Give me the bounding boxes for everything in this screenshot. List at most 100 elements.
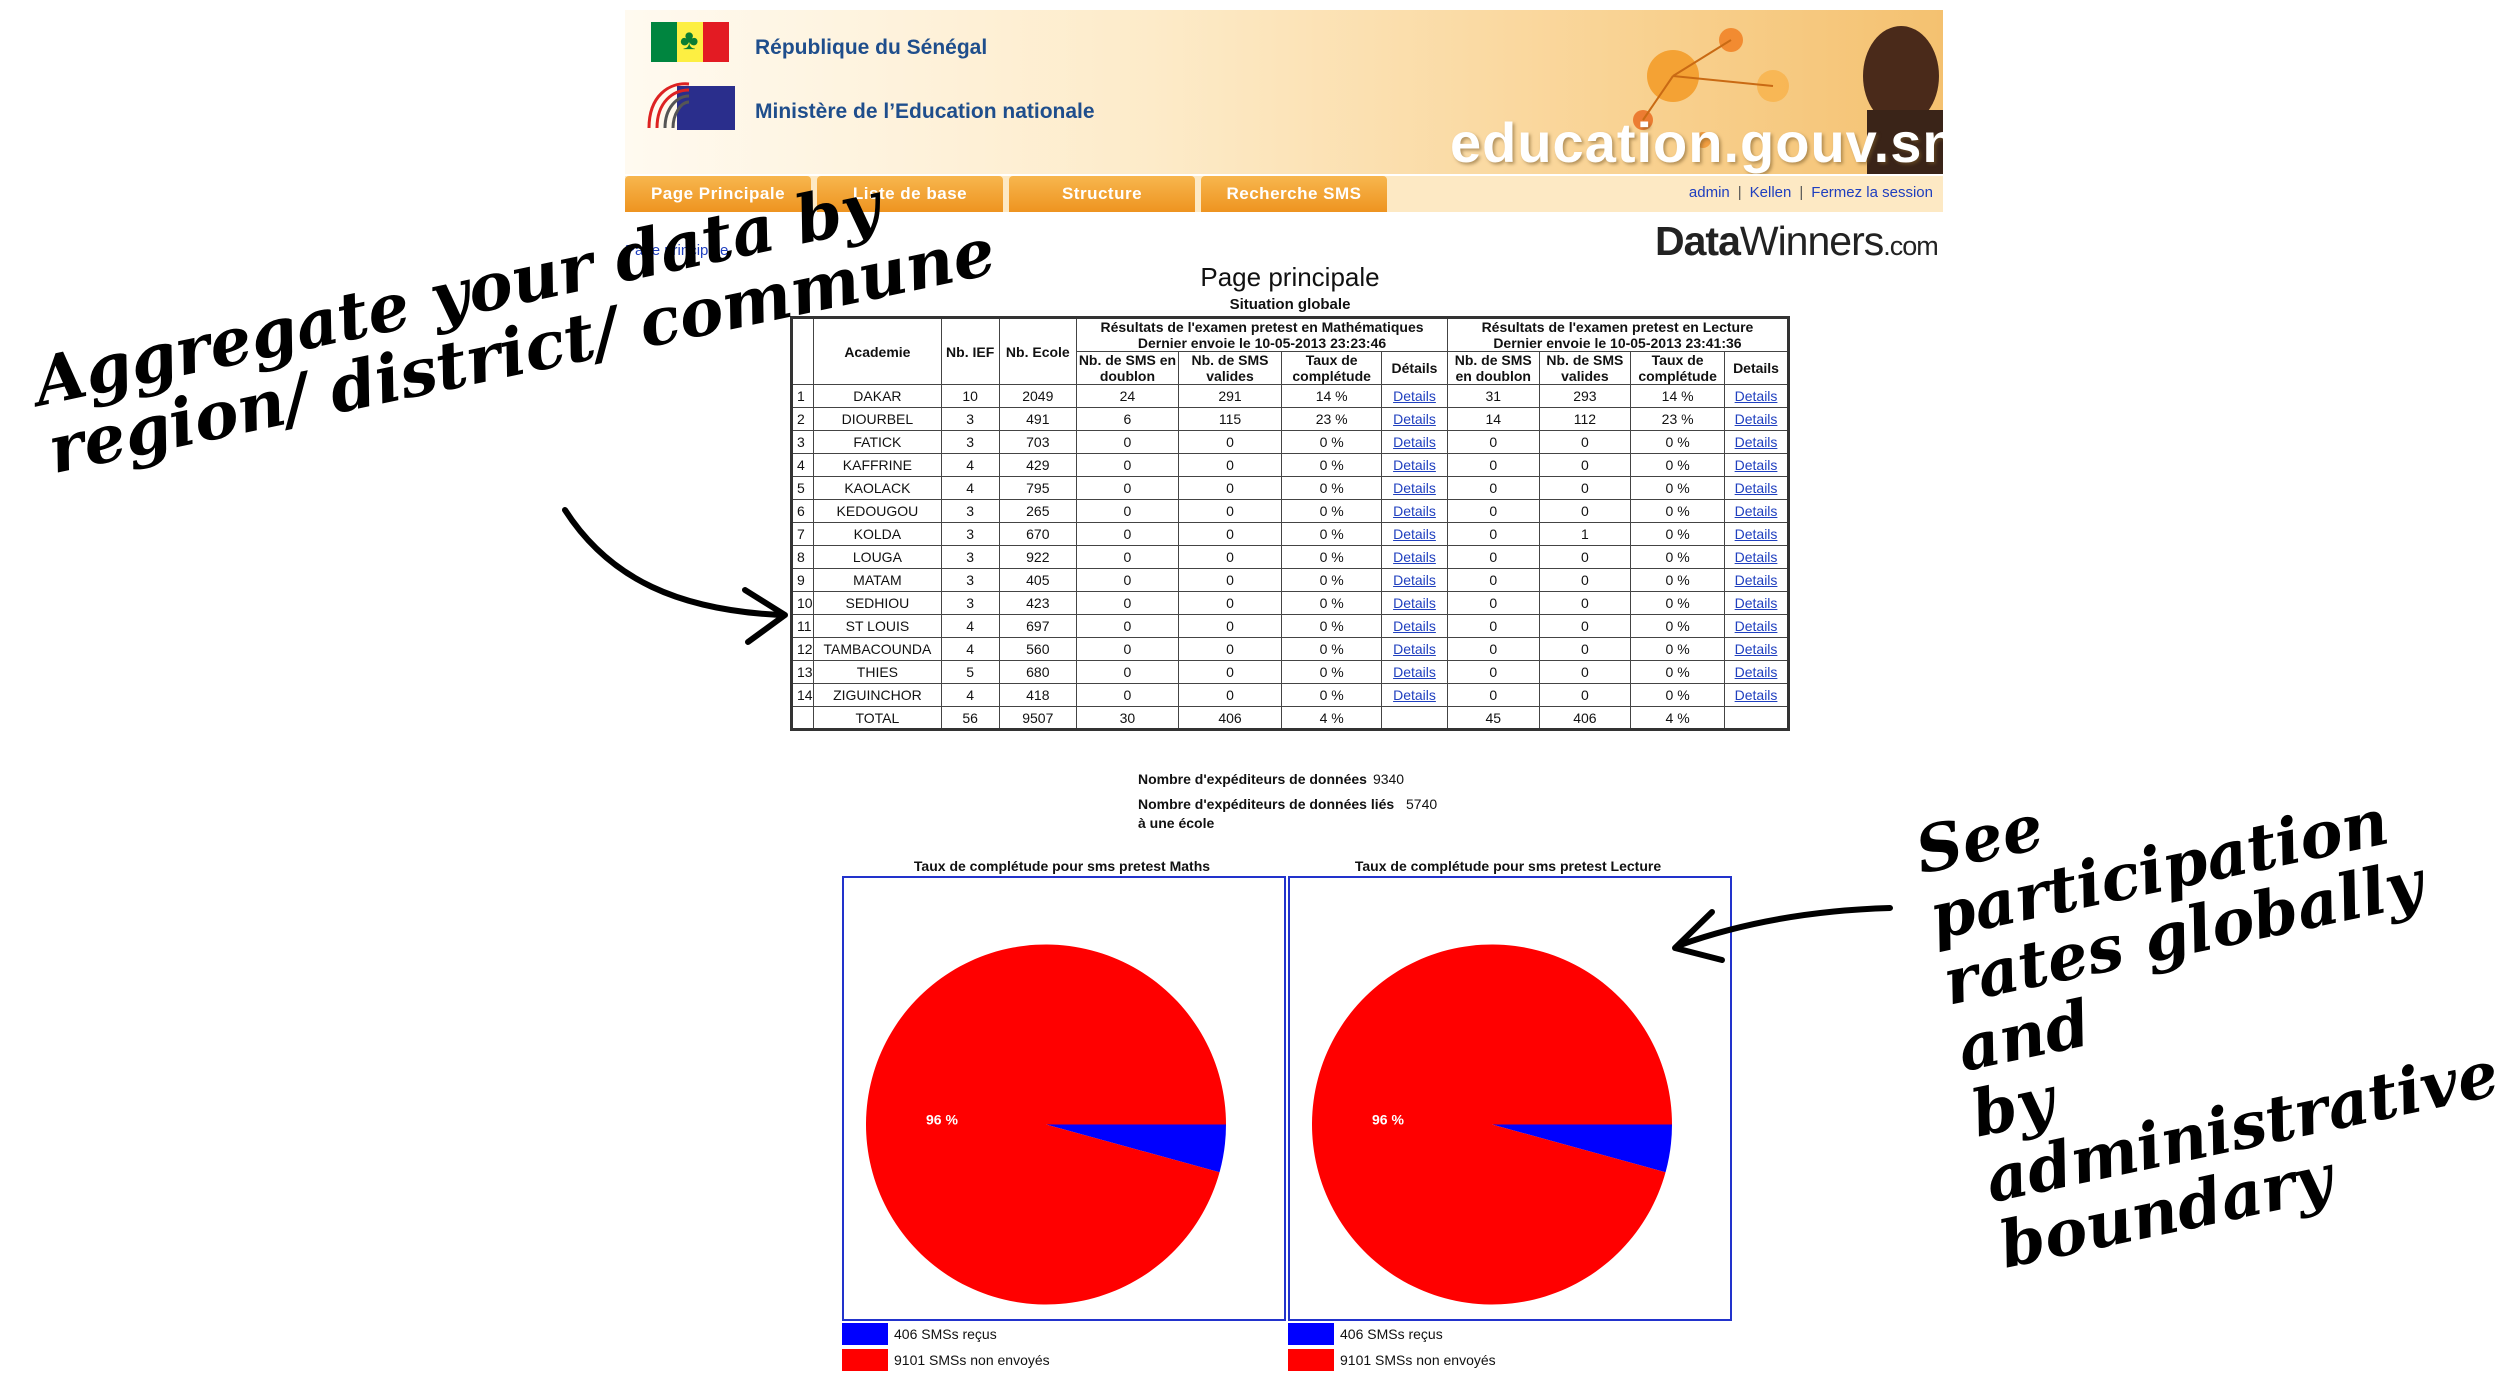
row-number-cell: 10 xyxy=(791,591,814,615)
maths-legend-received: 406 SMSs reçus xyxy=(842,1323,997,1345)
math-taux-cell: 0 % xyxy=(1281,430,1383,454)
tab-recherche-sms[interactable]: Recherche SMS xyxy=(1201,176,1387,212)
math-sms-doublon-cell: 0 xyxy=(1076,683,1179,707)
breadcrumb[interactable]: Page principale xyxy=(625,242,729,259)
lecture-sms-valides-cell: 293 xyxy=(1538,384,1632,408)
math-details-cell[interactable]: Details xyxy=(1381,568,1448,592)
lecture-taux-cell: 0 % xyxy=(1630,660,1726,684)
lecture-details-cell[interactable]: Details xyxy=(1724,591,1789,615)
maths-pie-chart: 96 % xyxy=(842,876,1286,1321)
lecture-taux-cell: 0 % xyxy=(1630,637,1726,661)
lecture-sms-valides-cell: 0 xyxy=(1538,430,1632,454)
math-sms-doublon-cell: 0 xyxy=(1076,660,1179,684)
lecture-details-cell[interactable]: Details xyxy=(1724,453,1789,477)
lecture-details-cell[interactable]: Details xyxy=(1724,522,1789,546)
lecture-details-cell[interactable]: Details xyxy=(1724,545,1789,569)
math-details-cell[interactable]: Details xyxy=(1381,384,1448,408)
lecture-sms-valides-cell: 0 xyxy=(1538,683,1632,707)
row-number-cell: 8 xyxy=(791,545,814,569)
math-sms-doublon-cell: 0 xyxy=(1076,430,1179,454)
lecture-taux-cell: 14 % xyxy=(1630,384,1726,408)
academie-cell: KAFFRINE xyxy=(812,453,942,477)
math-details-cell[interactable]: Details xyxy=(1381,453,1448,477)
math-details-cell[interactable]: Details xyxy=(1381,545,1448,569)
math-taux-header: Taux de complétude xyxy=(1281,351,1383,385)
nb-ecole-cell: 418 xyxy=(998,683,1078,707)
tab-liste-de-base[interactable]: Liste de base xyxy=(817,176,1003,212)
math-results-header: Résultats de l'examen pretest en Mathéma… xyxy=(1076,317,1448,352)
lecture-sms-doublon-cell: 0 xyxy=(1446,453,1540,477)
pie-slice-not-sent xyxy=(866,944,1226,1305)
table-row: 13 THIES 5 680 0 0 0 % Details 0 0 0 % Details xyxy=(791,660,1789,684)
math-taux-cell: 0 % xyxy=(1281,660,1383,684)
math-details-cell[interactable]: Details xyxy=(1381,407,1448,431)
math-details-cell[interactable]: Details xyxy=(1381,683,1448,707)
lecture-taux-cell: 0 % xyxy=(1630,545,1726,569)
math-details-cell[interactable]: Details xyxy=(1381,430,1448,454)
lecture-sms-doublon-cell: 45 xyxy=(1446,706,1540,730)
nb-ief-cell: 5 xyxy=(940,660,1000,684)
row-number-cell: 6 xyxy=(791,499,814,523)
lecture-sms-doublon-cell: 31 xyxy=(1446,384,1540,408)
math-details-cell[interactable]: Details xyxy=(1381,499,1448,523)
lecture-details-cell[interactable]: Details xyxy=(1724,660,1789,684)
lecture-details-cell[interactable]: Details xyxy=(1724,430,1789,454)
nb-ecole-cell: 405 xyxy=(998,568,1078,592)
row-number-cell: 4 xyxy=(791,453,814,477)
lecture-sms-doublon-cell: 0 xyxy=(1446,660,1540,684)
math-taux-cell: 0 % xyxy=(1281,499,1383,523)
lecture-details-cell[interactable]: Details xyxy=(1724,568,1789,592)
lecture-sms-doublon-cell: 0 xyxy=(1446,637,1540,661)
nb-ecole-cell: 680 xyxy=(998,660,1078,684)
lecture-details-cell[interactable]: Details xyxy=(1724,499,1789,523)
row-number-cell: 12 xyxy=(791,637,814,661)
table-row: 11 ST LOUIS 4 697 0 0 0 % Details 0 0 0 % Details xyxy=(791,614,1789,638)
lecture-taux-cell: 0 % xyxy=(1630,499,1726,523)
page-title: Page principale xyxy=(1200,262,1380,292)
lecture-taux-cell: 0 % xyxy=(1630,683,1726,707)
tab-page-principale[interactable]: Page Principale xyxy=(625,176,811,212)
math-details-cell[interactable]: Details xyxy=(1381,476,1448,500)
math-details-cell[interactable]: Details xyxy=(1381,522,1448,546)
lecture-sms-valides-cell: 0 xyxy=(1538,614,1632,638)
tab-structure[interactable]: Structure xyxy=(1009,176,1195,212)
academie-cell: THIES xyxy=(812,660,942,684)
math-details-cell[interactable]: Details xyxy=(1381,591,1448,615)
math-taux-cell: 0 % xyxy=(1281,637,1383,661)
lecture-sms-doublon-cell: 0 xyxy=(1446,591,1540,615)
lecture-details-cell[interactable]: Details xyxy=(1724,407,1789,431)
math-sms-doublon-cell: 0 xyxy=(1076,545,1179,569)
nb-ief-cell: 3 xyxy=(940,568,1000,592)
nb-ecole-cell: 429 xyxy=(998,453,1078,477)
lecture-details-cell[interactable]: Details xyxy=(1724,637,1789,661)
academie-cell: KOLDA xyxy=(812,522,942,546)
math-sms-doublon-cell: 0 xyxy=(1076,453,1179,477)
profile-link[interactable]: Kellen xyxy=(1749,184,1792,201)
user-link[interactable]: admin xyxy=(1688,184,1730,201)
math-taux-cell: 23 % xyxy=(1281,407,1383,431)
lecture-sms-valides-cell: 112 xyxy=(1538,407,1632,431)
lecture-details-cell[interactable]: Details xyxy=(1724,683,1789,707)
lecture-sms-doublon-cell: 0 xyxy=(1446,568,1540,592)
lecture-sms-valides-cell: 0 xyxy=(1538,591,1632,615)
logout-link[interactable]: Fermez la session xyxy=(1811,184,1933,201)
lecture-sms-doublon-cell: 14 xyxy=(1446,407,1540,431)
nb-ecole-cell: 2049 xyxy=(998,384,1078,408)
math-details-header: Détails xyxy=(1381,351,1448,385)
pie-slice-received xyxy=(1046,1124,1226,1173)
math-details-cell[interactable]: Details xyxy=(1381,660,1448,684)
academie-cell: FATICK xyxy=(812,430,942,454)
lecture-details-cell[interactable]: Details xyxy=(1724,476,1789,500)
math-details-cell[interactable]: Details xyxy=(1381,614,1448,638)
lecture-details-cell[interactable]: Details xyxy=(1724,614,1789,638)
lecture-taux-cell: 0 % xyxy=(1630,522,1726,546)
math-details-cell[interactable]: Details xyxy=(1381,637,1448,661)
lecture-details-cell[interactable]: Details xyxy=(1724,384,1789,408)
row-number-cell: 5 xyxy=(791,476,814,500)
lecture-taux-cell: 0 % xyxy=(1630,591,1726,615)
nb-ecole-cell: 795 xyxy=(998,476,1078,500)
legend-swatch-blue xyxy=(842,1323,888,1345)
maths-chart-title: Taux de complétude pour sms pretest Math… xyxy=(913,858,1211,874)
nb-ecole-cell: 491 xyxy=(998,407,1078,431)
nb-ief-cell: 4 xyxy=(940,614,1000,638)
